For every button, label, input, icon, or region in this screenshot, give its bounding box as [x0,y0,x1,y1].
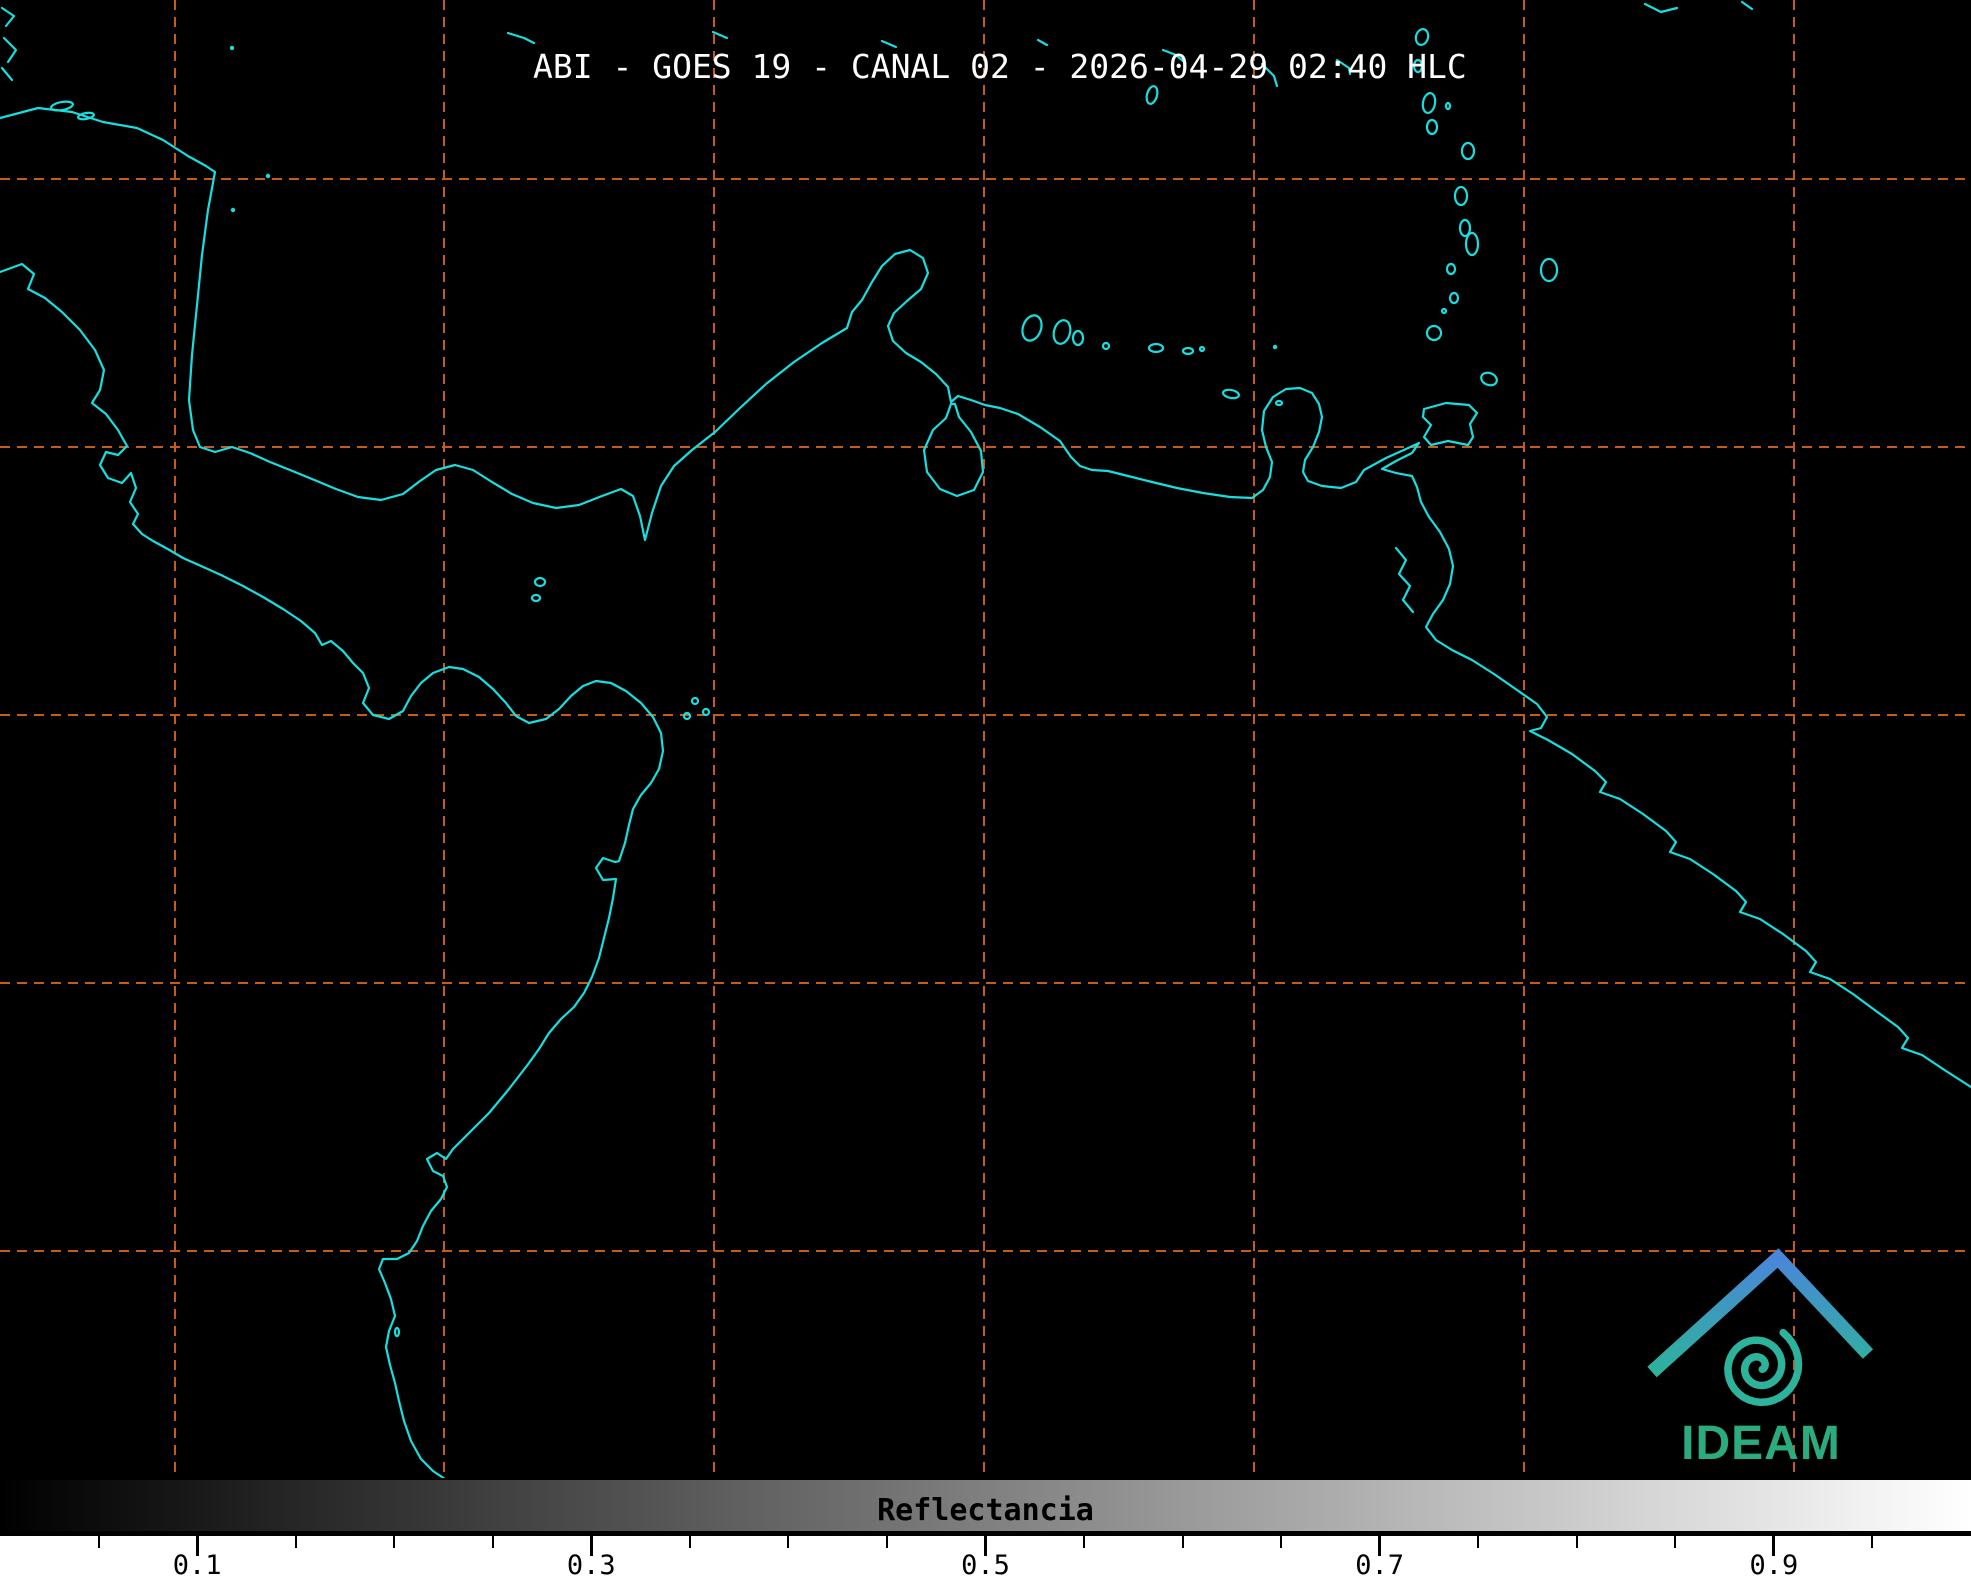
island [1480,371,1498,387]
islet-dot [265,173,271,179]
ideam-logo-icon [1647,1248,1874,1407]
island [1458,218,1472,238]
island [1221,388,1241,400]
island [1021,314,1043,342]
colorbar-minor-tick [1575,1536,1578,1548]
colorbar-tick-label: 0.9 [1749,1550,1799,1577]
colorbar-major-tick [1772,1536,1776,1556]
island [530,593,542,603]
colorbar-minor-tick [885,1536,888,1548]
colorbar-border [0,1478,1971,1480]
coast-fragment-nw-1 [0,6,16,28]
island [1460,141,1476,161]
satellite-map-canvas [0,0,1971,1478]
coast-fragment-top-3 [880,39,898,49]
orinoco-delta-detail [1394,546,1415,614]
colorbar-minor-tick [1280,1536,1283,1548]
colorbar-minor-tick [294,1536,297,1548]
colorbar-tick-label: 0.7 [1355,1550,1405,1577]
island [1425,118,1439,136]
island [1425,324,1443,342]
island [1101,341,1111,351]
colorbar-major-tick [984,1536,987,1556]
coast-fragment-top-4 [1036,38,1049,47]
island [682,711,692,721]
colorbar-major-tick [195,1536,199,1556]
colorbar-gradient: Reflectancia [0,1480,1971,1531]
island [1445,262,1457,276]
colorbar-minor-tick [1083,1536,1086,1548]
island [1052,319,1072,345]
islet-dot [230,207,236,213]
island [1539,257,1559,283]
island [1414,28,1430,46]
islet-dot [1272,344,1278,350]
colorbar-minor-tick [1181,1536,1184,1548]
island [1421,91,1437,115]
colorbar-minor-tick [97,1536,100,1548]
coast-fragment-top-2 [711,30,729,40]
island [1412,58,1424,74]
island [1448,291,1460,305]
colorbar-major-tick [589,1536,593,1556]
caribbean-atlantic-coast [0,106,1971,1089]
island [1440,307,1448,315]
colorbar-tick-area: 0.1 0.3 0.5 0.7 0.9 [0,1536,1971,1577]
latlon-gridlines [0,0,1971,1478]
coast-fragment-top-5 [1161,48,1185,63]
island [1147,342,1165,354]
islet-dot [229,45,235,51]
island [50,100,74,112]
island [1198,345,1206,353]
colorbar-tick-label: 0.1 [172,1550,222,1577]
island [1181,346,1195,356]
colorbar-major-tick [1378,1536,1382,1556]
ideam-logo-text: IDEAM [1681,1417,1841,1470]
island [1274,399,1284,407]
colorbar-title: Reflectancia [877,1493,1094,1528]
coast-fragment-top-8 [1643,2,1679,14]
colorbar-minor-tick [787,1536,790,1548]
coast-fragment-top-9 [1740,0,1754,11]
coastlines [0,0,1971,1478]
island [1071,329,1085,347]
island [701,707,711,717]
colorbar-minor-tick [393,1536,396,1548]
colorbar-axis-line [0,1531,1971,1536]
island [690,696,700,706]
colorbar-minor-tick [1871,1536,1874,1548]
coast-fragment-top-1 [506,31,536,45]
logo-mountain-icon [1647,1248,1874,1378]
pacific-coast [0,262,665,1478]
logo-spiral-icon [1724,1328,1803,1407]
island [393,1326,401,1338]
reflectance-colorbar: Reflectancia 0.1 0.3 0.5 0.7 0.9 [0,1478,1971,1577]
colorbar-tick-label: 0.3 [566,1550,616,1577]
island [1444,101,1452,111]
colorbar-minor-tick [1477,1536,1480,1548]
coast-fragment-nw-2 [2,36,18,64]
colorbar-minor-tick [1674,1536,1677,1548]
island [77,111,95,121]
coast-fragment-top-7 [1335,58,1352,76]
island [1145,85,1159,105]
island [533,576,547,588]
coast-fragment-top-6 [1260,62,1279,88]
colorbar-minor-tick [688,1536,691,1548]
colorbar-tick-label: 0.5 [961,1550,1010,1577]
colorbar-minor-tick [491,1536,494,1548]
trinidad-island [1421,401,1479,447]
lake-maracaibo [922,402,985,498]
image-title: ABI - GOES 19 - CANAL 02 - 2026-04-29 02… [533,47,1467,86]
coast-fragment-nw-3 [0,66,14,82]
island [1453,185,1469,207]
island [1464,231,1480,257]
